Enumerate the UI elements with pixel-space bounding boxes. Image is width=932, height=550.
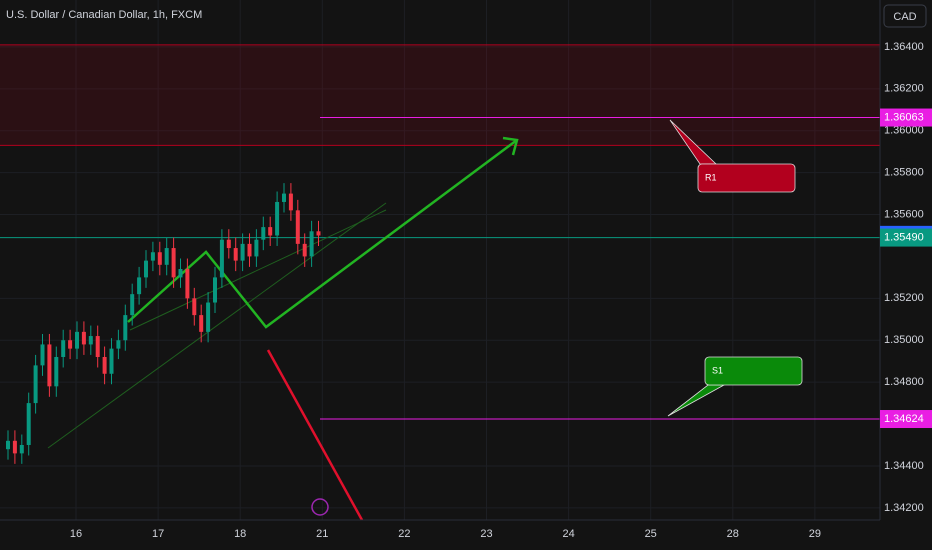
y-tick-label: 1.35000	[884, 334, 924, 346]
candle-body	[226, 239, 231, 249]
candle-body	[150, 252, 155, 261]
candle-body	[219, 239, 224, 278]
levels-layer	[0, 117, 880, 420]
candle-body	[130, 294, 135, 316]
candle-body	[144, 260, 148, 278]
y-tick-label: 1.36200	[884, 83, 924, 95]
candle-body	[12, 440, 17, 454]
channel-line	[47, 202, 387, 449]
candle-body	[102, 357, 107, 374]
candle-body	[171, 248, 176, 278]
candle-body	[123, 315, 128, 341]
candle-body	[185, 269, 190, 299]
zone-layer	[0, 44, 880, 146]
candle-body	[261, 227, 266, 240]
event-icon	[311, 498, 329, 516]
candle-body	[206, 302, 211, 332]
candle-body	[95, 336, 100, 358]
candle-body	[33, 365, 38, 404]
candle-body	[213, 277, 217, 303]
y-tick-label: 1.35800	[884, 167, 924, 179]
callout-box	[704, 356, 803, 386]
arrow-head	[502, 136, 519, 156]
candle-body	[233, 248, 238, 261]
y-tick-label: 1.36000	[884, 125, 924, 137]
price-tag-label: 1.36063	[884, 111, 924, 123]
candle-body	[6, 440, 10, 450]
projection-arrow	[127, 138, 518, 329]
notes: R1 S1	[667, 119, 803, 417]
candle-body	[302, 243, 307, 257]
chart-title: U.S. Dollar / Canadian Dollar, 1h, FXCM	[6, 9, 202, 21]
candle-body	[81, 331, 86, 345]
currency-box[interactable]	[883, 4, 927, 28]
x-tick-label: 29	[809, 528, 821, 540]
candle-body	[157, 252, 162, 265]
candle-body	[247, 243, 252, 257]
x-tick-label: 17	[152, 528, 164, 540]
callout-box	[697, 163, 796, 193]
x-tick-label: 22	[398, 528, 410, 540]
grid	[0, 0, 880, 520]
price-tag	[880, 108, 932, 127]
candle-body	[282, 193, 286, 202]
candle-body	[54, 357, 59, 387]
y-tick-label: 1.36400	[884, 41, 924, 53]
candle-body	[288, 193, 293, 211]
candle-body	[309, 231, 314, 257]
candle-body	[316, 231, 321, 236]
candle-body	[75, 331, 79, 349]
candle-body	[26, 403, 31, 445]
x-tick-label: 21	[316, 528, 328, 540]
candle-body	[164, 248, 169, 265]
candle-body	[109, 348, 114, 374]
candle-body	[137, 277, 142, 295]
candle-body	[40, 344, 45, 366]
y-tick-label: 1.35200	[884, 292, 924, 304]
candle-body	[192, 298, 197, 316]
candle-body	[254, 239, 259, 257]
candle-body	[240, 243, 245, 261]
channel-line	[129, 209, 387, 331]
axis-labels: 1.36400 1.36200 1.36000 1.35800 1.35600 1.352…	[70, 41, 932, 540]
candle-body	[199, 315, 204, 332]
price-tag-label: 1.34624	[884, 413, 924, 425]
x-tick-label: 25	[645, 528, 657, 540]
resistance-zone	[0, 44, 880, 146]
callout-label: S1	[712, 365, 723, 375]
x-tick-label: 18	[234, 528, 246, 540]
price-axis	[880, 0, 932, 550]
candle-body	[275, 201, 280, 236]
price-tag	[880, 410, 932, 429]
x-tick-label: 16	[70, 528, 82, 540]
candle-body	[88, 336, 93, 345]
price-tag-label: 1.35490	[884, 231, 924, 243]
candle-body	[19, 444, 24, 454]
candles	[6, 183, 321, 464]
candle-body	[68, 340, 73, 349]
candle-body	[295, 210, 300, 244]
candle-body	[178, 269, 183, 278]
y-tick-label: 1.35600	[884, 208, 924, 220]
x-tick-label: 24	[562, 528, 574, 540]
y-tick-label: 1.34200	[884, 502, 924, 514]
x-tick-label: 28	[727, 528, 739, 540]
candle-body	[116, 340, 121, 349]
candle-body	[61, 340, 66, 358]
candle-body	[47, 344, 52, 387]
price-tag	[880, 228, 932, 247]
x-tick-label: 23	[480, 528, 492, 540]
candle-body	[268, 227, 273, 236]
y-tick-label: 1.34800	[884, 376, 924, 388]
y-tick-label: 1.34400	[884, 460, 924, 472]
currency[interactable]: CAD	[893, 11, 916, 23]
down-line	[266, 349, 364, 521]
callout-label: R1	[705, 172, 717, 182]
